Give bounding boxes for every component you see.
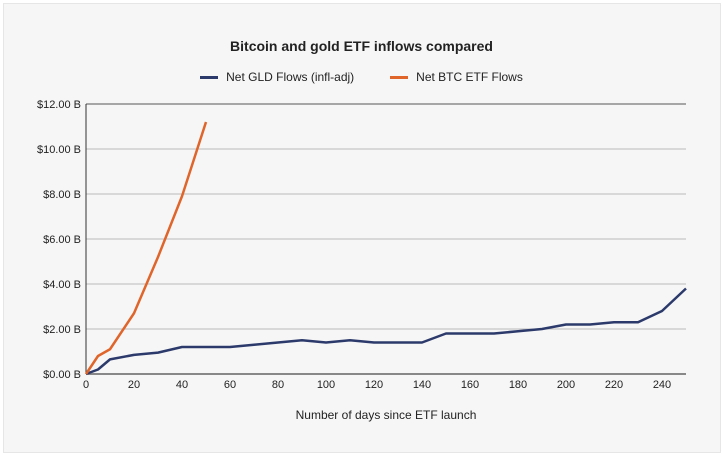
legend-label-gld: Net GLD Flows (infl-adj) (226, 70, 355, 84)
x-tick-label: 180 (509, 379, 527, 391)
legend: Net GLD Flows (infl-adj) Net BTC ETF Flo… (0, 70, 723, 84)
chart-title: Bitcoin and gold ETF inflows compared (230, 38, 493, 54)
y-tick-label: $12.00 B (37, 99, 81, 111)
y-tick-label: $6.00 B (43, 234, 81, 246)
legend-item-btc: Net BTC ETF Flows (390, 70, 523, 84)
chart-card (3, 3, 721, 453)
legend-swatch-btc (390, 75, 409, 79)
y-tick-label: $4.00 B (43, 279, 81, 291)
legend-label-btc: Net BTC ETF Flows (416, 70, 523, 84)
legend-swatch-gld (200, 75, 219, 79)
series-line-gld (85, 287, 687, 376)
x-tick-label: 0 (83, 379, 89, 391)
y-tick-label: $10.00 B (37, 144, 81, 156)
x-tick-label: 20 (128, 379, 140, 391)
series-line-btc (84, 121, 208, 375)
x-tick-label: 220 (605, 379, 623, 391)
x-axis-label: Number of days since ETF launch (295, 408, 477, 422)
legend-item-gld: Net GLD Flows (infl-adj) (200, 70, 354, 84)
y-tick-label: $0.00 B (43, 369, 81, 381)
x-tick-label: 200 (557, 379, 575, 391)
x-tick-label: 140 (413, 379, 431, 391)
x-tick-label: 80 (272, 379, 284, 391)
y-tick-label: $2.00 B (43, 324, 81, 336)
x-tick-label: 160 (461, 379, 479, 391)
x-tick-label: 120 (365, 379, 383, 391)
x-tick-label: 240 (653, 379, 671, 391)
y-tick-label: $8.00 B (43, 189, 81, 201)
x-tick-label: 60 (224, 379, 236, 391)
x-tick-label: 40 (176, 379, 188, 391)
x-tick-label: 100 (317, 379, 335, 391)
